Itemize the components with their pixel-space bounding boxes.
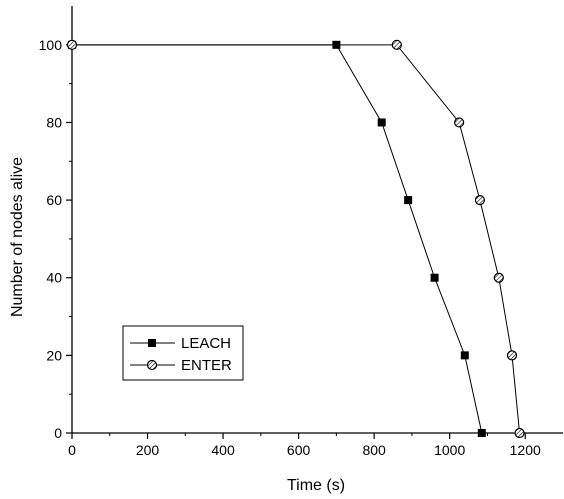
data-point-leach bbox=[460, 351, 469, 360]
x-tick-label: 400 bbox=[211, 442, 235, 458]
y-tick-label: 40 bbox=[46, 270, 62, 286]
legend-label: ENTER bbox=[181, 357, 232, 374]
data-point-enter bbox=[474, 194, 486, 206]
y-tick-label: 100 bbox=[39, 37, 63, 53]
legend-box bbox=[122, 325, 244, 381]
data-point-enter bbox=[66, 39, 78, 50]
y-axis-label: Number of nodes alive bbox=[9, 157, 26, 317]
data-point-enter bbox=[506, 350, 518, 361]
data-point-enter bbox=[454, 117, 465, 128]
data-point-leach bbox=[377, 118, 386, 127]
y-tick-label: 80 bbox=[46, 114, 62, 130]
data-point-enter bbox=[514, 427, 525, 439]
data-point-leach bbox=[477, 429, 486, 437]
legend-marker bbox=[148, 339, 156, 347]
axis-ticks: 0 200 400 600 800 1000 1200 0 20 40 60 80 100 bbox=[39, 37, 541, 458]
data-point-enter bbox=[493, 272, 504, 283]
y-tick-label: 20 bbox=[46, 347, 62, 363]
series-layer bbox=[66, 39, 525, 439]
legend-marker bbox=[146, 359, 158, 371]
x-tick-label: 800 bbox=[362, 442, 386, 458]
legend-entry-enter: ENTER bbox=[130, 357, 232, 374]
data-point-enter bbox=[391, 39, 402, 50]
legend-label: LEACH bbox=[181, 335, 231, 352]
legend-entry-leach: LEACH bbox=[130, 335, 231, 352]
x-tick-label: 600 bbox=[287, 442, 311, 458]
x-tick-label: 0 bbox=[68, 442, 76, 458]
y-tick-label: 0 bbox=[54, 425, 62, 441]
x-tick-label: 1000 bbox=[434, 442, 465, 458]
legend: LEACH ENTER bbox=[122, 325, 244, 381]
x-axis-label: Time (s) bbox=[287, 477, 345, 494]
data-point-leach bbox=[430, 273, 439, 282]
series-enter bbox=[66, 39, 525, 439]
y-tick-label: 60 bbox=[46, 192, 62, 208]
x-tick-label: 1200 bbox=[510, 442, 541, 458]
x-tick-label: 200 bbox=[136, 442, 160, 458]
data-point-leach bbox=[404, 196, 413, 205]
